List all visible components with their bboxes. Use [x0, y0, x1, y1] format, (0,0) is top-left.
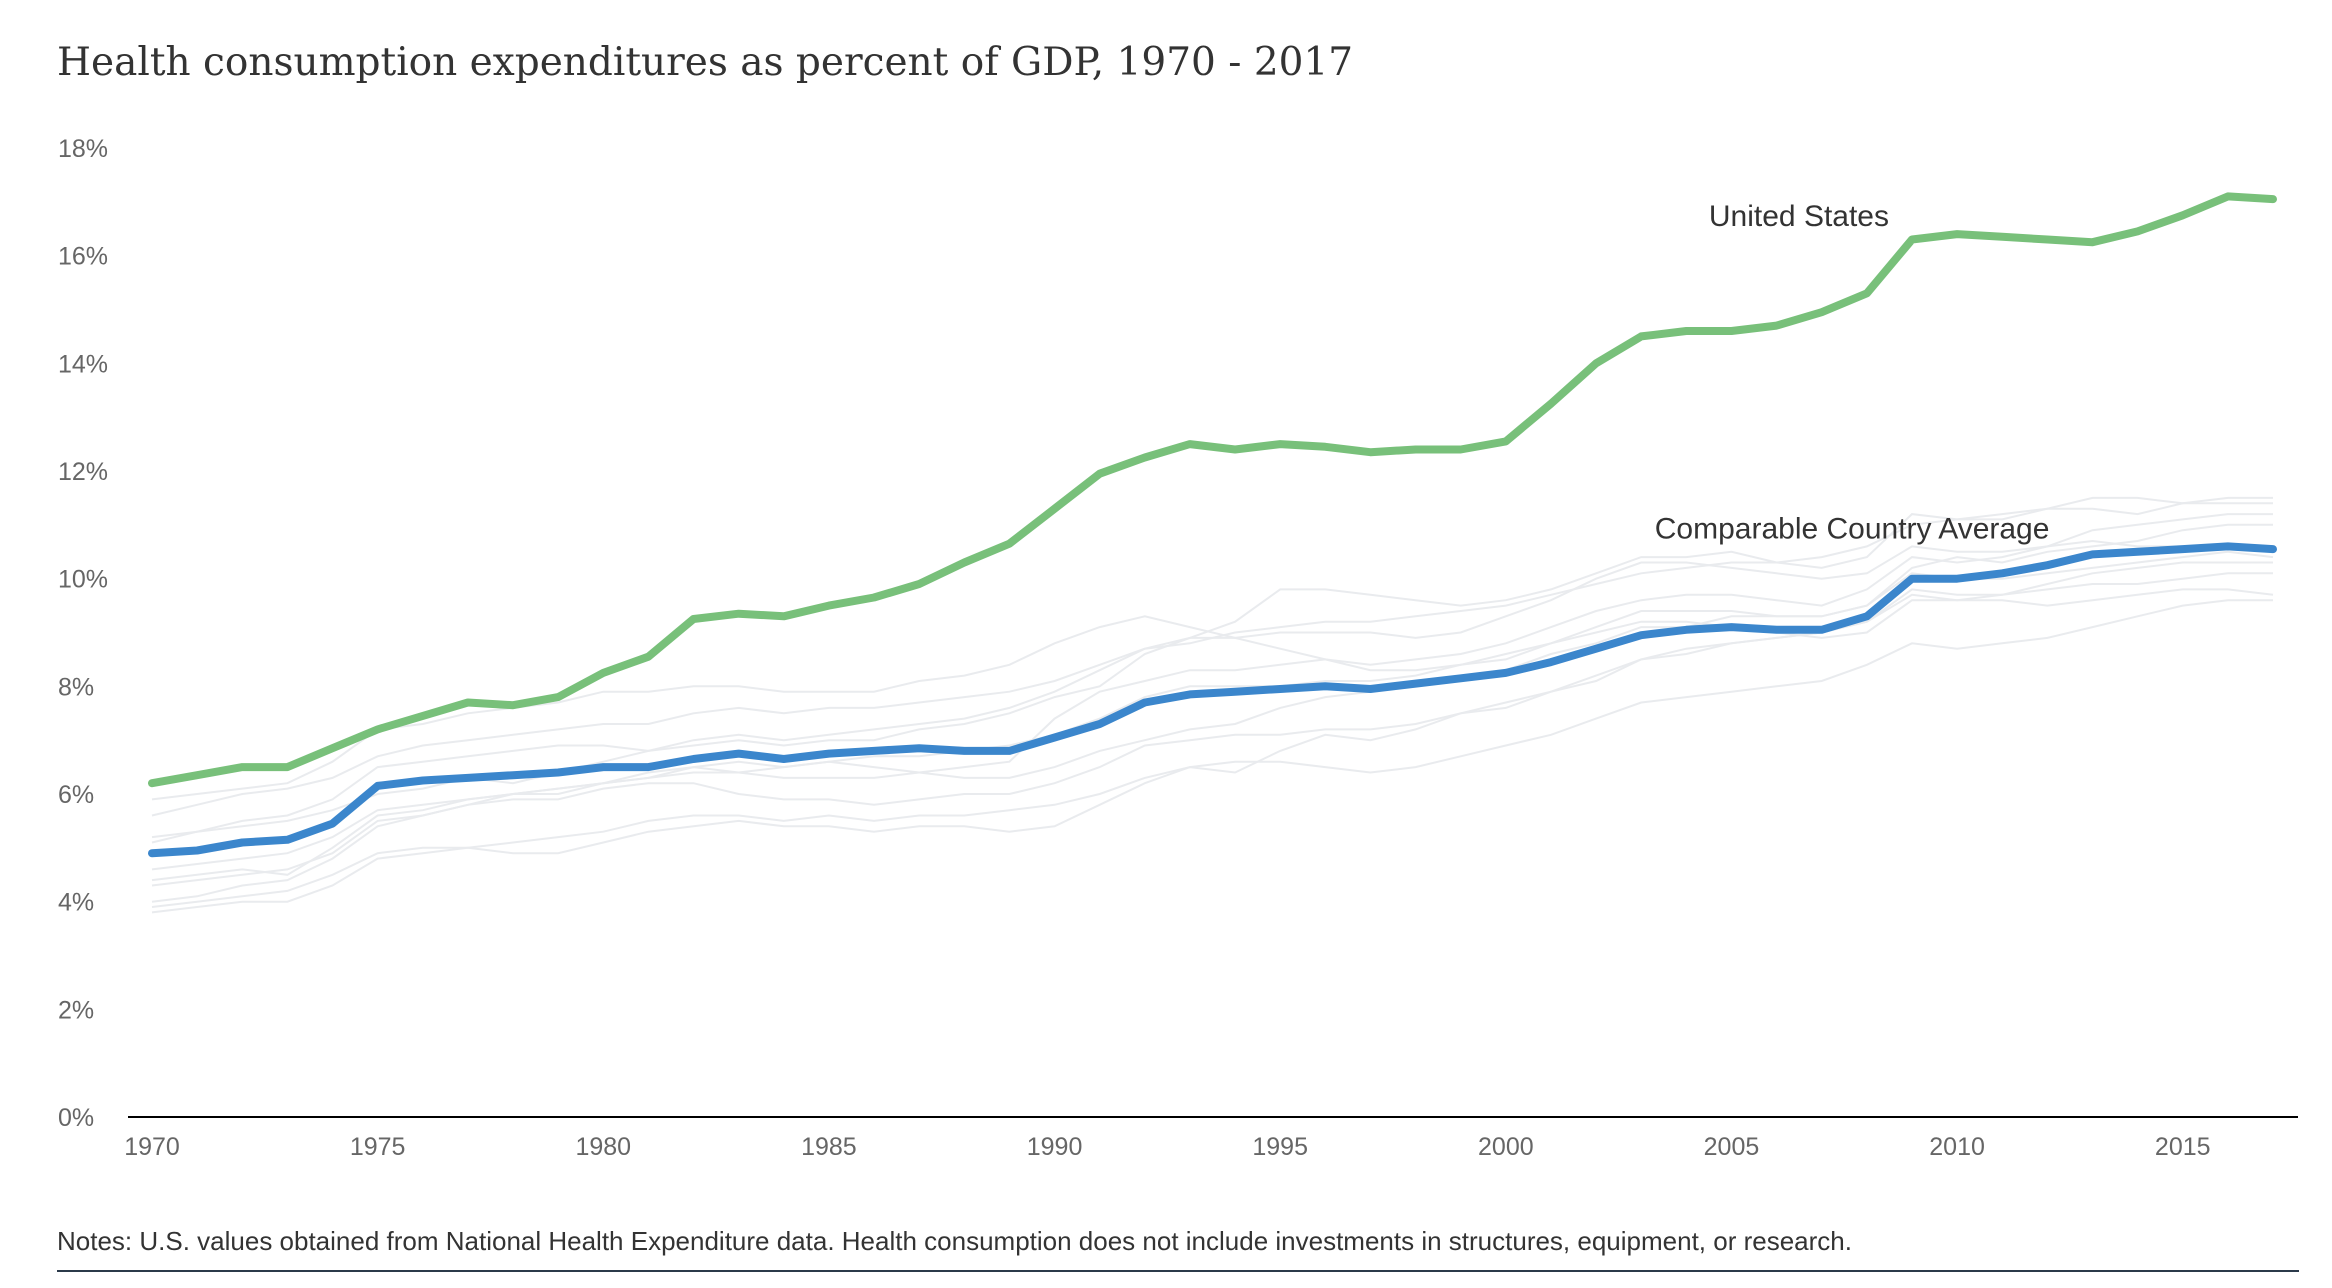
- bottom-divider: [57, 1270, 2299, 1272]
- x-tick-label: 2015: [2155, 1133, 2211, 1161]
- comparable-country-average-label: Comparable Country Average: [1655, 512, 2050, 545]
- chart-title: Health consumption expenditures as perce…: [57, 40, 1354, 85]
- united-states-label: United States: [1709, 200, 1889, 233]
- y-axis-tick-labels: 0% 2% 4% 6% 8% 10% 12% 14% 16% 18%: [58, 135, 108, 1132]
- x-tick-label: 1980: [575, 1133, 631, 1161]
- y-tick-label: 12%: [58, 458, 108, 486]
- background-country-line: [151, 539, 2274, 817]
- background-country-line: [151, 588, 2274, 908]
- united-states-line: [148, 192, 2277, 788]
- y-tick-label: 2%: [58, 996, 94, 1024]
- chart-notes: Notes: U.S. values obtained from Nationa…: [57, 1226, 1852, 1256]
- y-tick-label: 0%: [58, 1104, 94, 1132]
- x-tick-label: 1995: [1252, 1133, 1308, 1161]
- y-tick-label: 16%: [58, 243, 108, 271]
- y-tick-label: 10%: [58, 566, 108, 594]
- x-tick-label: 2005: [1704, 1133, 1760, 1161]
- y-tick-label: 6%: [58, 781, 94, 809]
- background-country-line: [151, 550, 2274, 871]
- background-country-line: [151, 513, 2273, 882]
- x-tick-label: 1985: [801, 1133, 857, 1161]
- comparable-country-average-line: [148, 542, 2277, 858]
- background-country-line: [151, 496, 2273, 844]
- background-country-line: [151, 572, 2273, 801]
- x-tick-label: 1970: [124, 1133, 180, 1161]
- x-tick-label: 1990: [1027, 1133, 1083, 1161]
- y-tick-label: 14%: [58, 350, 108, 378]
- y-tick-label: 8%: [58, 673, 94, 701]
- x-tick-label: 2000: [1478, 1133, 1534, 1161]
- y-tick-label: 18%: [58, 135, 108, 163]
- background-country-lines: [151, 496, 2274, 914]
- background-country-line: [151, 561, 2273, 903]
- x-axis-tick-labels: 1970 1975 1980 1985 1990 1995 2000 2005 2010 2015: [124, 1133, 2210, 1161]
- x-tick-label: 2010: [1929, 1133, 1985, 1161]
- x-tick-label: 1975: [350, 1133, 406, 1161]
- y-tick-label: 4%: [58, 889, 94, 917]
- background-country-line: [151, 599, 2273, 914]
